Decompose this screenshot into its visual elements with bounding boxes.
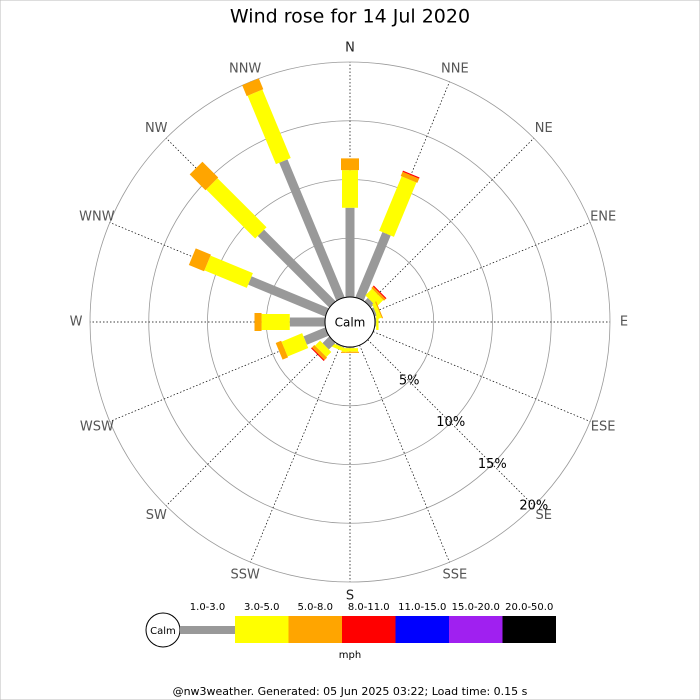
direction-label: W bbox=[70, 315, 83, 330]
wind-bar-segment bbox=[281, 333, 309, 357]
direction-label: S bbox=[346, 589, 354, 604]
spoke bbox=[367, 137, 535, 305]
wind-bar-segment bbox=[204, 255, 253, 288]
direction-label: E bbox=[620, 315, 628, 330]
wind-bar-segment bbox=[364, 297, 375, 308]
wind-bar-segment bbox=[303, 327, 329, 345]
wind-bar-segment bbox=[371, 286, 386, 301]
legend-swatch bbox=[395, 616, 449, 643]
wind-bar-segment bbox=[247, 89, 291, 165]
direction-label: SSW bbox=[230, 568, 260, 583]
direction-label: NNE bbox=[441, 61, 469, 76]
wind-bar-segment bbox=[402, 170, 420, 179]
direction-label: NE bbox=[535, 121, 553, 136]
spoke bbox=[367, 339, 535, 507]
wind-bar-segment bbox=[372, 302, 382, 319]
legend-swatch bbox=[502, 616, 556, 643]
legend-label: 1.0-3.0 bbox=[190, 602, 225, 613]
direction-label: NW bbox=[145, 121, 168, 136]
spoke bbox=[165, 339, 333, 507]
legend-label: 15.0-20.0 bbox=[452, 602, 500, 613]
wind-bar-segment bbox=[261, 314, 290, 330]
spoke bbox=[250, 344, 341, 563]
legend-swatch bbox=[449, 616, 503, 643]
wind-bar-segment bbox=[372, 285, 387, 300]
wind-bar-segment bbox=[206, 178, 267, 239]
calm-label: Calm bbox=[335, 316, 366, 330]
direction-label: SSE bbox=[442, 568, 467, 583]
direction-label: SE bbox=[536, 508, 552, 523]
wind-bar-segment bbox=[376, 314, 379, 330]
legend-label: 5.0-8.0 bbox=[298, 602, 333, 613]
wind-bar-segment bbox=[257, 229, 336, 308]
wind-bar-segment bbox=[342, 170, 358, 208]
wind-bar-segment bbox=[341, 158, 359, 171]
wind-bar-segment bbox=[275, 340, 289, 360]
r-tick-label: 10% bbox=[436, 415, 465, 430]
wind-bar-segment bbox=[375, 301, 384, 319]
footer: @nw3weather. Generated: 05 Jun 2025 03:2… bbox=[173, 685, 528, 698]
calm-circle bbox=[324, 296, 376, 348]
legend-unit: mph bbox=[339, 650, 361, 661]
direction-label: WSW bbox=[80, 419, 114, 434]
wind-bar-segment bbox=[188, 248, 211, 272]
wind-bar-segment bbox=[189, 161, 219, 191]
r-tick-label: 5% bbox=[399, 374, 420, 389]
direction-label: WNW bbox=[79, 210, 115, 225]
wind-bar-segment bbox=[355, 232, 391, 301]
wind-bar-segment bbox=[379, 176, 417, 237]
legend-swatch bbox=[288, 616, 342, 643]
wind-bar-segment bbox=[371, 307, 377, 317]
wind-bar-segment bbox=[289, 317, 325, 327]
wind-bar-segment bbox=[279, 159, 345, 301]
legend-swatch bbox=[180, 626, 235, 634]
r-tick-label: 20% bbox=[519, 498, 548, 513]
direction-label: ESE bbox=[591, 419, 616, 434]
wind-bar-segment bbox=[331, 343, 348, 353]
wind-bar-segment bbox=[400, 171, 420, 183]
wind-bar-segment bbox=[315, 340, 332, 357]
legend-label: 8.0-11.0 bbox=[348, 602, 390, 613]
direction-label: NNW bbox=[229, 61, 261, 76]
wind-bar-segment bbox=[311, 347, 325, 361]
direction-label: ENE bbox=[590, 210, 616, 225]
wind-bar-segment bbox=[248, 276, 329, 317]
spoke bbox=[372, 331, 591, 422]
direction-label: N bbox=[345, 41, 355, 56]
spoke bbox=[372, 222, 591, 313]
legend-label: 11.0-15.0 bbox=[398, 602, 446, 613]
legend-label: 20.0-50.0 bbox=[505, 602, 553, 613]
wind-bar-segment bbox=[345, 207, 355, 297]
direction-label: SW bbox=[146, 508, 167, 523]
legend-label: 3.0-5.0 bbox=[244, 602, 279, 613]
wind-bar-segment bbox=[311, 344, 328, 361]
r-tick-label: 15% bbox=[478, 457, 507, 472]
legend-calm-label: Calm bbox=[150, 626, 176, 637]
chart-title: Wind rose for 14 Jul 2020 bbox=[230, 6, 470, 28]
wind-bar-segment bbox=[242, 78, 264, 97]
wind-bar-segment bbox=[365, 288, 384, 307]
wind-bar-segment bbox=[341, 351, 359, 353]
legend-swatch bbox=[235, 616, 289, 643]
legend-swatch bbox=[342, 616, 396, 643]
wind-bar-segment bbox=[254, 313, 262, 331]
spoke bbox=[359, 344, 450, 563]
